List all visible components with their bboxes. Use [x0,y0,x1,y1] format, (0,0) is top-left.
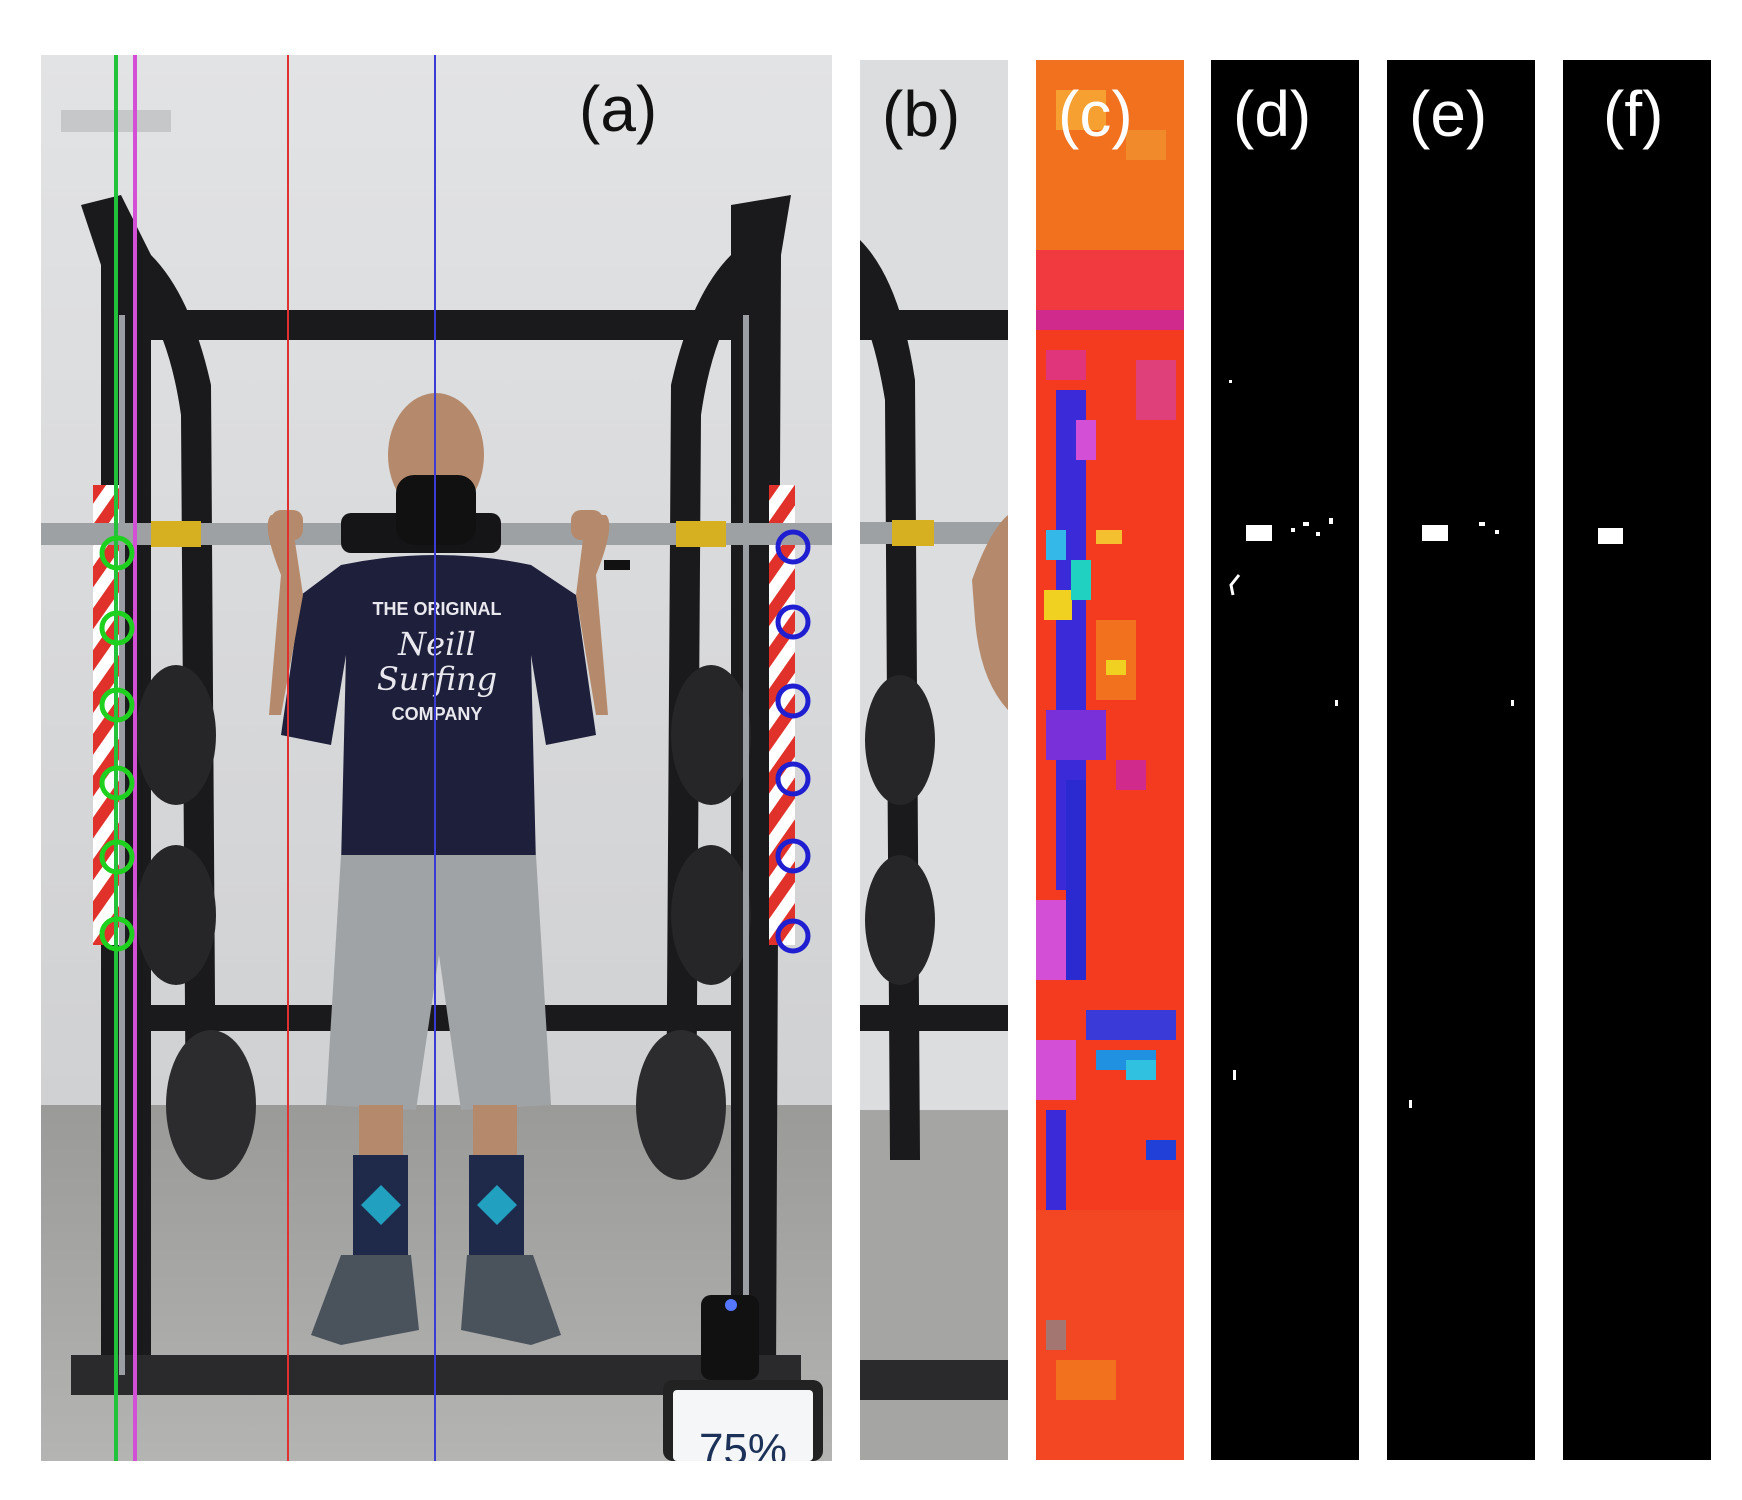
tablet-percentage: 75% [698,1425,788,1461]
detected-blob [1246,525,1272,541]
panel-label-f: (f) [1603,78,1664,150]
panel-d-mask: (d) [1211,60,1359,1460]
left-marker [99,610,135,646]
panel-label-d: (d) [1233,78,1312,150]
panel-c-heatmap: (c) [1036,60,1184,1460]
left-marker [99,765,135,801]
tablet-screen: 75% [673,1390,813,1461]
right-markers [775,529,811,954]
right-marker [775,604,811,640]
right-marker [775,838,811,874]
person [267,393,630,1345]
detected-blob [1422,525,1448,541]
shirt-text-4: COMPANY [392,704,483,724]
panel-label-a: (a) [579,73,658,145]
right-marker [775,683,811,719]
left-marker [99,535,135,571]
right-marker [775,761,811,797]
panel-label-c: (c) [1058,78,1133,150]
panel-label-e: (e) [1409,78,1488,150]
left-shoe [311,1255,419,1345]
right-marker [775,529,811,565]
rack-top-bar [141,310,741,340]
panel-label-b: (b) [882,78,961,150]
left-markers [99,535,135,952]
right-marker [775,918,811,954]
left-marker [99,916,135,952]
left-marker [99,687,135,723]
detected-blob [1598,528,1623,544]
left-marker [99,839,135,875]
tablet: 75% [663,1380,823,1461]
shirt-text-2: Neill [397,625,476,663]
right-shoe [461,1255,561,1345]
panel-b-crop: (b) [860,60,1008,1460]
shirt [281,555,596,865]
panel-e-mask: (e) [1387,60,1535,1460]
panel-f-mask: (f) [1563,60,1711,1460]
shirt-text-3: Surfing [377,660,497,698]
sensor-device [701,1295,759,1380]
shirt-text-1: THE ORIGINAL [373,599,502,619]
panel-a-photo: THE ORIGINAL Neill Surfing COMPANY [41,55,832,1461]
shorts [326,855,551,1110]
